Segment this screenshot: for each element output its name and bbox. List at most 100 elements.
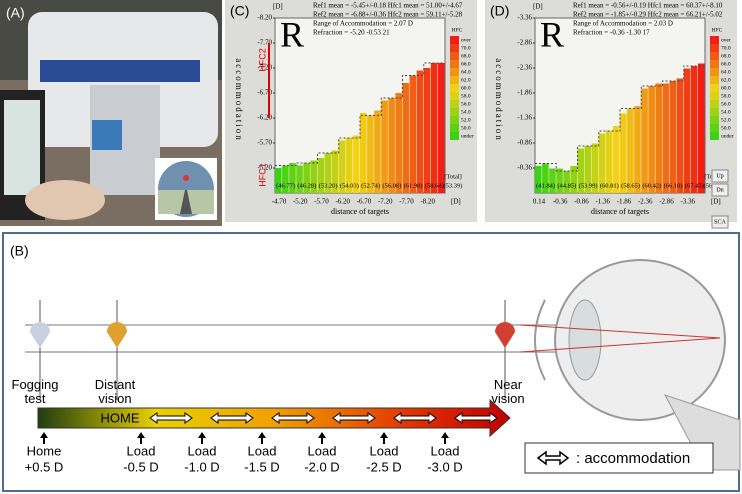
button[interactable] bbox=[711, 169, 729, 183]
double-arrow bbox=[454, 412, 498, 424]
header-line: Ref2 mean = -1.85+/-0.29 Hfc2 mean = 66.… bbox=[573, 11, 723, 19]
header-line: Ref1 mean = -0.56+/-0.19 Hfc1 mean = 60.… bbox=[573, 2, 723, 10]
x-tick-label: -6.70 bbox=[357, 198, 372, 206]
legend-swatch bbox=[450, 116, 459, 124]
bar bbox=[683, 68, 691, 193]
bar bbox=[655, 83, 662, 193]
legend-label: 62.0 bbox=[721, 77, 731, 83]
legend-label: 52.0 bbox=[721, 117, 731, 123]
legend-label: 70.0 bbox=[721, 45, 731, 51]
legend-swatch bbox=[710, 76, 719, 84]
double-arrow bbox=[149, 412, 193, 424]
bar bbox=[549, 168, 556, 193]
bar bbox=[310, 160, 317, 193]
bar bbox=[584, 146, 592, 193]
bar bbox=[634, 106, 641, 193]
bar bbox=[338, 140, 346, 193]
bar bbox=[577, 148, 585, 193]
home-label: HOME bbox=[101, 410, 140, 425]
hfc-value: (60.42) bbox=[642, 182, 661, 189]
y-tick-label: -2.36 bbox=[517, 64, 532, 72]
x-tick-label: -2.36 bbox=[638, 198, 653, 206]
bar bbox=[409, 75, 417, 193]
bar bbox=[598, 133, 606, 193]
bar bbox=[423, 68, 431, 193]
bar bbox=[360, 113, 367, 193]
hfc-value: (41.84) bbox=[536, 182, 555, 189]
eye-drawing bbox=[519, 259, 741, 471]
hfc-value: (56.08) bbox=[382, 182, 401, 189]
bar bbox=[627, 108, 634, 193]
header-line: Ref2 mean = -6.88+/-0.36 Hfc2 mean = 59.… bbox=[313, 11, 463, 19]
legend-swatch bbox=[710, 52, 719, 60]
header-line: Refraction = -0.36 -1.30 17 bbox=[573, 29, 650, 37]
y-unit: [D] bbox=[273, 3, 283, 11]
legend-text: : accommodation bbox=[576, 450, 690, 467]
x-tick-label: -7.20 bbox=[378, 198, 393, 206]
y-tick-label: -6.70 bbox=[257, 89, 272, 97]
legend-swatch bbox=[710, 108, 719, 116]
legend-label: 56.0 bbox=[721, 101, 731, 107]
bar bbox=[535, 166, 542, 193]
legend-swatch bbox=[710, 36, 719, 44]
bar bbox=[648, 86, 655, 193]
bar bbox=[697, 63, 705, 193]
load-label: Load bbox=[370, 443, 399, 458]
y-tick-label: -6.20 bbox=[257, 114, 272, 122]
legend-label: 54.0 bbox=[721, 109, 731, 115]
hfc-value: (60.81) bbox=[600, 182, 619, 189]
legend-label: over bbox=[461, 37, 471, 43]
up-arrow bbox=[40, 432, 48, 444]
button[interactable] bbox=[711, 183, 729, 197]
double-arrow bbox=[332, 412, 376, 424]
legend-label: 50.0 bbox=[461, 125, 471, 131]
bar bbox=[416, 70, 424, 193]
legend-swatch bbox=[710, 132, 719, 140]
up-arrow bbox=[137, 432, 145, 444]
guide bbox=[275, 62, 445, 166]
x-tick-label: -2.86 bbox=[659, 198, 674, 206]
legend-title: HFC bbox=[452, 27, 463, 33]
legend-box bbox=[524, 442, 714, 474]
stage-label: Fogging test bbox=[12, 377, 59, 406]
panel-frame bbox=[2, 232, 740, 492]
legend-label: 66.0 bbox=[721, 61, 731, 67]
bar bbox=[556, 168, 563, 193]
bar bbox=[296, 165, 303, 193]
x-tick-label: -5.70 bbox=[314, 198, 329, 206]
bar bbox=[317, 158, 325, 193]
hfc-value: (58.64) bbox=[425, 182, 444, 189]
bar bbox=[612, 126, 620, 193]
bar bbox=[367, 115, 374, 193]
hfc-value: (61.98) bbox=[404, 182, 423, 189]
bar bbox=[542, 163, 549, 193]
legend-swatch bbox=[450, 76, 459, 84]
x-unit: [D] bbox=[451, 198, 461, 206]
x-tick-label: -8.20 bbox=[420, 198, 435, 206]
legend-label: 56.0 bbox=[461, 101, 471, 107]
y-axis-label: accommodation bbox=[234, 58, 244, 141]
x-unit: [D] bbox=[711, 198, 721, 206]
y-tick-label: -3.36 bbox=[517, 14, 532, 22]
bar bbox=[352, 135, 360, 193]
x-tick-label: -4.70 bbox=[272, 198, 287, 206]
double-arrow bbox=[393, 412, 437, 424]
x-tick-label: -0.36 bbox=[553, 198, 568, 206]
button[interactable] bbox=[711, 215, 729, 229]
bar bbox=[275, 168, 282, 193]
y-tick-label: -7.20 bbox=[257, 64, 272, 72]
x-tick-label: 0.14 bbox=[533, 198, 546, 206]
bar bbox=[381, 100, 388, 193]
bar bbox=[669, 81, 677, 193]
legend-label: 70.0 bbox=[461, 45, 471, 51]
bar bbox=[324, 153, 332, 193]
load-value: -1.5 D bbox=[244, 459, 279, 474]
legend-swatch bbox=[710, 60, 719, 68]
legend-swatch bbox=[710, 92, 719, 100]
legend-label: 60.0 bbox=[721, 85, 731, 91]
hfc-value: (66.10) bbox=[664, 182, 683, 189]
hfc-value: (53.20) bbox=[319, 182, 338, 189]
eye-label: R bbox=[280, 14, 304, 54]
legend-label: 62.0 bbox=[461, 77, 471, 83]
